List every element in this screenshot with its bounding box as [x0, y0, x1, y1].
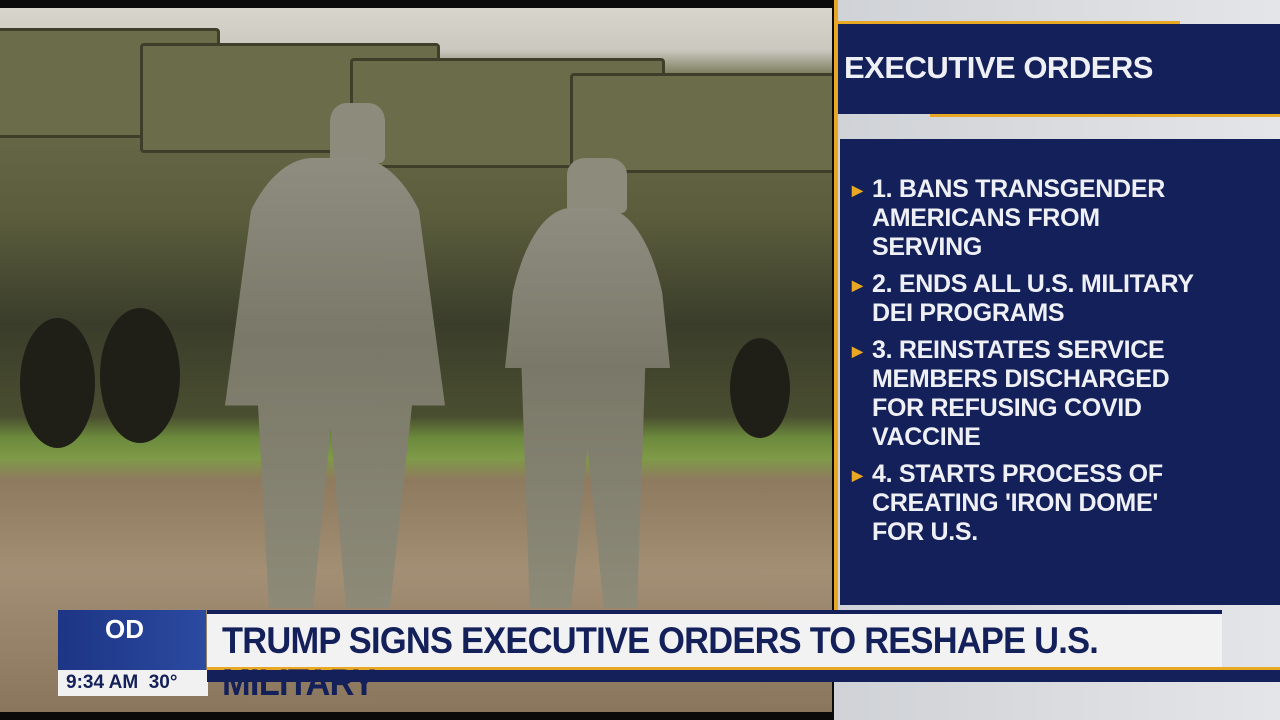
- military-vehicle: [570, 73, 832, 173]
- headline-top-bar: [207, 610, 1222, 614]
- title-band: [838, 24, 1280, 114]
- panel-title: EXECUTIVE ORDERS: [844, 50, 1153, 85]
- list-item-text: 2. ENDS ALL U.S. MILITARY DEI PROGRAMS: [872, 270, 1194, 327]
- triangle-bullet-icon: ▶: [852, 277, 863, 293]
- station-logo-box: [58, 610, 206, 670]
- accent-line: [930, 114, 1280, 117]
- wheel: [20, 318, 95, 448]
- time: 9:34 AM: [66, 672, 139, 693]
- triangle-bullet-icon: ▶: [852, 182, 863, 198]
- station-logo: OD: [105, 614, 144, 644]
- triangle-bullet-icon: ▶: [852, 467, 863, 483]
- news-video-frame: [0, 8, 832, 712]
- wheel: [100, 308, 180, 443]
- executive-orders-list: ▶ 1. BANS TRANSGENDER AMERICANS FROM SERV…: [840, 139, 1280, 605]
- list-item-text: 3. REINSTATES SERVICE MEMBERS DISCHARGED…: [872, 336, 1170, 451]
- soldier: [225, 158, 445, 608]
- accent-line: [838, 21, 1180, 24]
- list-item: ▶ 1. BANS TRANSGENDER AMERICANS FROM SERV…: [852, 175, 1280, 262]
- list-item-text: 4. STARTS PROCESS OF CREATING 'IRON DOME…: [872, 460, 1163, 546]
- triangle-bullet-icon: ▶: [852, 343, 863, 359]
- list-item: ▶ 4. STARTS PROCESS OF CREATING 'IRON DOM…: [852, 460, 1280, 547]
- headline-bottom-bar: [207, 670, 1280, 682]
- soldier: [505, 208, 670, 608]
- accent-line: [207, 667, 1280, 670]
- time-temperature: 9:34 AM 30°: [58, 670, 208, 696]
- wheel: [730, 338, 790, 438]
- soldier-head: [330, 103, 385, 163]
- headline: TRUMP SIGNS EXECUTIVE ORDERS TO RESHAPE …: [222, 620, 1099, 703]
- list-item: ▶ 3. REINSTATES SERVICE MEMBERS DISCHARGE…: [852, 336, 1280, 452]
- accent-line: [834, 0, 838, 610]
- list-item: ▶ 2. ENDS ALL U.S. MILITARY DEI PROGRAMS: [852, 270, 1280, 328]
- temperature: 30°: [148, 672, 178, 693]
- headline-bar: [207, 614, 1222, 667]
- list-item-text: 1. BANS TRANSGENDER AMERICANS FROM SERVI…: [872, 175, 1165, 261]
- soldier-head: [567, 158, 627, 213]
